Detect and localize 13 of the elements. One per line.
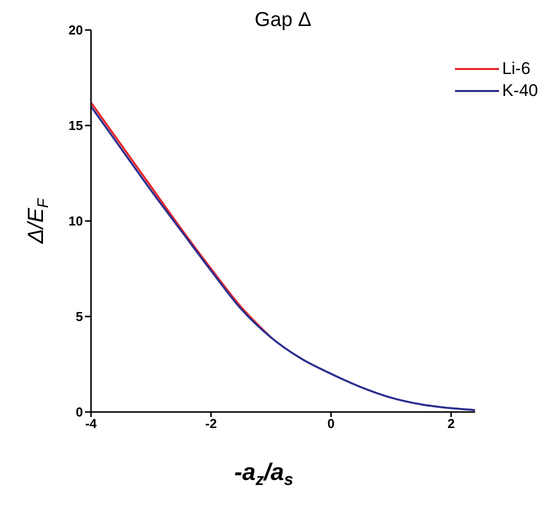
x-tick-label: 2 (447, 416, 455, 432)
x-tick-label: -4 (85, 416, 98, 432)
x-axis-title: -a$_{z}$/a$_{s}$ (234, 459, 294, 490)
y-tick-label: 15 (68, 118, 83, 134)
y-tick-label: 10 (68, 214, 83, 229)
legend-label: K-40 (502, 81, 538, 101)
y-tick-label: 5 (76, 309, 83, 324)
x-tick-label: -2 (205, 416, 217, 432)
y-tick-label: 0 (76, 404, 83, 420)
legend-label: Li-6 (502, 59, 530, 79)
x-tick-label: 0 (327, 416, 335, 432)
chart-title: Gap Δ (254, 9, 312, 31)
y-tick-label: 20 (68, 22, 83, 38)
